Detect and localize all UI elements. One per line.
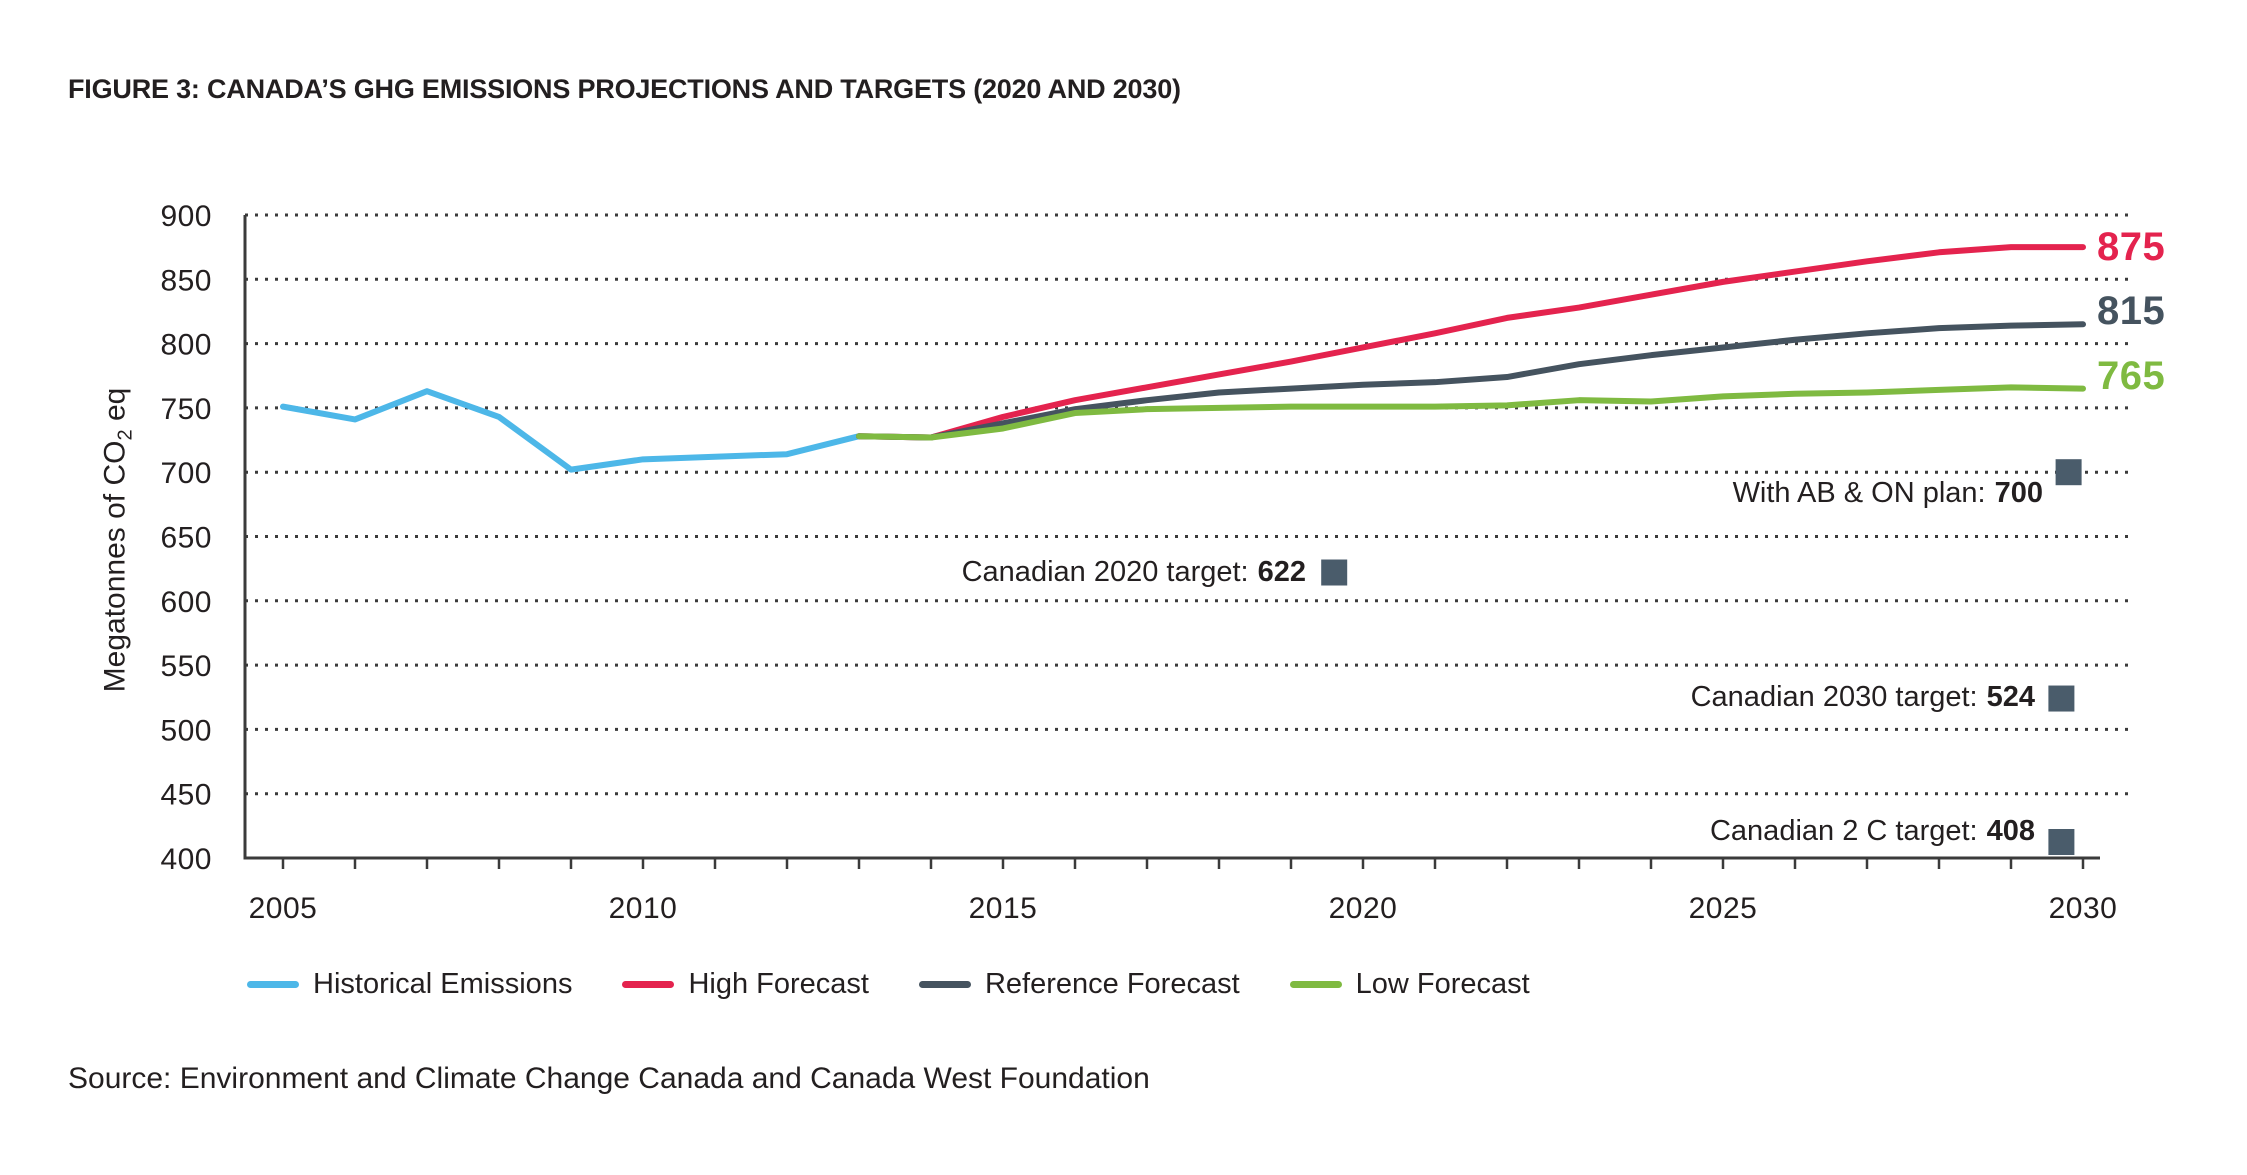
annotation-2030-target-label: Canadian 2030 target: xyxy=(1690,681,1978,713)
x-tick-label-2010: 2010 xyxy=(609,892,678,925)
y-tick-label-650: 650 xyxy=(160,522,212,555)
x-tick-label-2025: 2025 xyxy=(1689,892,1758,925)
annotation-ab-on-plan: With AB & ON plan: 700 xyxy=(1733,477,2043,510)
legend: Historical Emissions High Forecast Refer… xyxy=(247,968,1530,1001)
series-line-reference-forecast xyxy=(856,321,2086,441)
legend-label-reference-forecast: Reference Forecast xyxy=(984,968,1240,1000)
target-marker-622 xyxy=(1321,559,1348,586)
legend-item-reference-forecast: Reference Forecast xyxy=(918,968,1240,1001)
y-axis-title-text: Megatonnes of CO xyxy=(98,440,132,693)
y-tick-label-800: 800 xyxy=(160,329,212,362)
legend-item-historical-emissions: Historical Emissions xyxy=(247,968,572,1001)
legend-swatch-high-forecast xyxy=(622,981,675,988)
series-line-high-forecast xyxy=(856,244,2086,441)
end-label-low-forecast: 765 xyxy=(2097,354,2166,398)
annotation-ab-on-plan-value: 700 xyxy=(1994,477,2043,509)
source-text: Source: Environment and Climate Change C… xyxy=(68,1062,1150,1095)
target-marker-408 xyxy=(2048,829,2075,855)
legend-label-low-forecast: Low Forecast xyxy=(1355,968,1530,1000)
series-line-low-forecast xyxy=(856,384,2086,441)
legend-item-low-forecast: Low Forecast xyxy=(1289,968,1530,1001)
y-tick-label-500: 500 xyxy=(160,714,212,747)
legend-swatch-reference-forecast xyxy=(918,981,971,988)
end-label-high-forecast: 875 xyxy=(2097,225,2166,269)
annotation-2030-target-value: 524 xyxy=(1986,681,2035,713)
annotation-ab-on-plan-label: With AB & ON plan: xyxy=(1732,477,1986,509)
x-tick-label-2020: 2020 xyxy=(1329,892,1398,925)
y-axis-title-subscript: 2 xyxy=(114,429,137,441)
x-tick-label-2005: 2005 xyxy=(249,892,318,925)
target-marker-524 xyxy=(2048,685,2075,712)
annotation-2020-target: Canadian 2020 target: 622 xyxy=(962,556,1306,589)
legend-item-high-forecast: High Forecast xyxy=(622,968,869,1001)
x-tick-label-2015: 2015 xyxy=(969,892,1038,925)
legend-label-historical-emissions: Historical Emissions xyxy=(313,968,573,1000)
y-tick-label-400: 400 xyxy=(160,843,212,876)
figure-title: FIGURE 3: CANADA’S GHG EMISSIONS PROJECT… xyxy=(68,74,1181,104)
y-tick-label-700: 700 xyxy=(160,457,212,490)
y-tick-label-600: 600 xyxy=(160,586,212,619)
series-line-historical-emissions xyxy=(280,388,862,473)
target-marker-700 xyxy=(2055,459,2082,486)
annotation-2c-target-label: Canadian 2 C target: xyxy=(1709,815,1978,847)
y-tick-label-750: 750 xyxy=(160,393,212,426)
x-tick-label-2030: 2030 xyxy=(2049,892,2118,925)
y-tick-label-450: 450 xyxy=(160,779,212,812)
annotation-2c-target-value: 408 xyxy=(1986,815,2035,847)
legend-label-high-forecast: High Forecast xyxy=(688,968,869,1000)
end-label-reference-forecast: 815 xyxy=(2097,289,2166,333)
y-tick-label-900: 900 xyxy=(160,200,212,233)
y-axis-title: Megatonnes of CO2 eq xyxy=(99,388,138,693)
y-axis-title-unit: eq xyxy=(98,387,132,430)
annotation-2030-target: Canadian 2030 target: 524 xyxy=(1691,681,2035,714)
y-tick-label-850: 850 xyxy=(160,264,212,297)
legend-swatch-low-forecast xyxy=(1289,981,1342,988)
annotation-2c-target: Canadian 2 C target: 408 xyxy=(1710,815,2035,848)
legend-swatch-historical-emissions xyxy=(247,981,299,988)
annotation-2020-target-label: Canadian 2020 target: xyxy=(961,556,1249,588)
y-tick-label-550: 550 xyxy=(160,650,212,683)
annotation-2020-target-value: 622 xyxy=(1257,556,1306,588)
